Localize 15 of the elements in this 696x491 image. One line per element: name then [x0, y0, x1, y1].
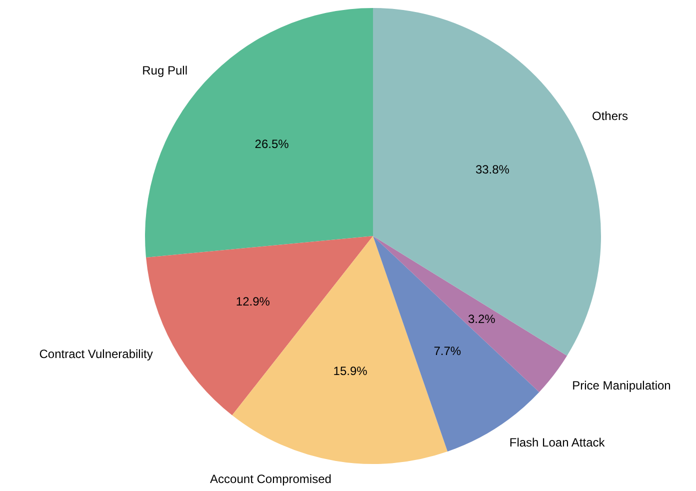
- slice-label: Others: [592, 109, 628, 124]
- data-label: 3.2%: [468, 312, 496, 326]
- pie-slice: [373, 236, 540, 452]
- slice-label: Contract Vulnerability: [39, 346, 153, 361]
- data-label: 15.9%: [333, 364, 368, 378]
- data-label: 7.7%: [434, 344, 462, 358]
- slice-label: Account Compromised: [210, 472, 332, 486]
- data-label: 33.8%: [475, 162, 510, 176]
- slice-label: Price Manipulation: [572, 378, 671, 393]
- slice-label: Rug Pull: [142, 63, 188, 78]
- pie-slice: [145, 8, 373, 258]
- slice-label: Flash Loan Attack: [509, 436, 606, 450]
- data-label: 12.9%: [236, 294, 270, 309]
- pie-slice: [373, 236, 568, 392]
- data-label: 26.5%: [254, 136, 290, 151]
